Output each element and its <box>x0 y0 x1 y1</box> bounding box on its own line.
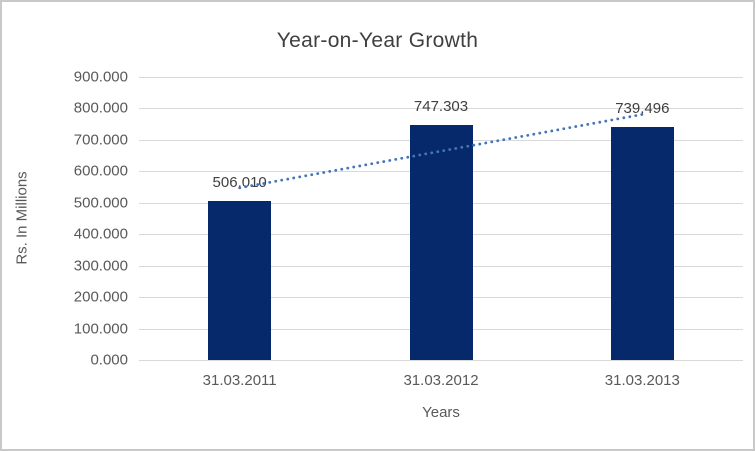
x-axis-title: Years <box>422 404 460 421</box>
bar <box>610 127 674 360</box>
y-tick-label: 300.000 <box>73 257 128 275</box>
y-tick-label: 0.000 <box>90 351 128 369</box>
chart-title: Year-on-Year Growth <box>276 29 479 52</box>
bar <box>409 125 473 360</box>
gridline <box>139 77 743 78</box>
y-tick-label: 800.000 <box>73 99 128 117</box>
gridline <box>139 108 743 110</box>
y-tick-label: 400.000 <box>73 225 128 243</box>
category-label: 31.03.2011 <box>202 372 277 389</box>
y-tick-label: 900.000 <box>73 68 128 86</box>
y-tick-label: 200.000 <box>73 288 128 306</box>
gridline <box>139 360 743 361</box>
bar-value-label: 506,010 <box>212 173 267 191</box>
bar <box>208 200 272 360</box>
category-label: 31.03.2012 <box>403 372 479 389</box>
y-tick-label: 100.000 <box>73 320 128 338</box>
bar-value-label: 747.303 <box>413 98 469 115</box>
category-label: 31.03.2013 <box>604 372 680 389</box>
bar-value-label: 739,496 <box>615 100 670 118</box>
y-tick-label: 500.000 <box>73 194 128 212</box>
y-tick-label: 600.000 <box>73 162 128 180</box>
y-tick-label: 700.000 <box>73 131 128 149</box>
y-axis-title: Rs. In Millions <box>13 171 31 265</box>
